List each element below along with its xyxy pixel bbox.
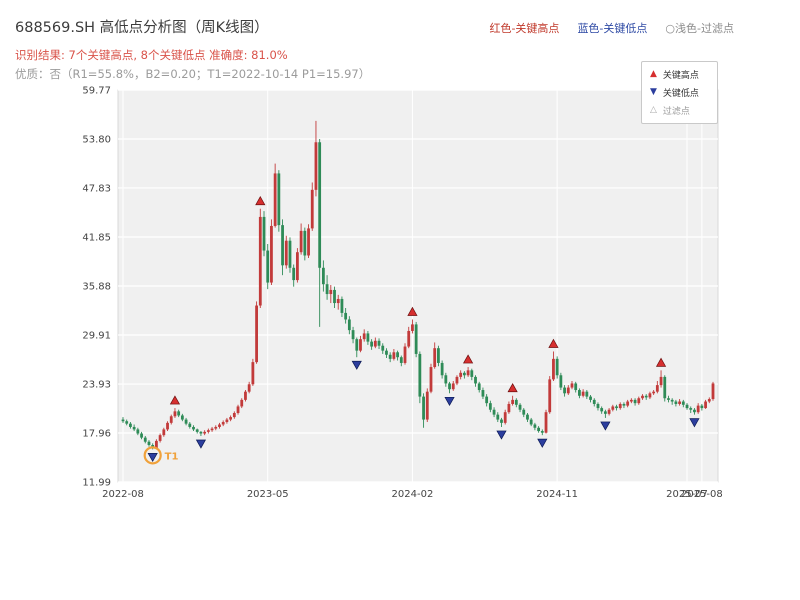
x-axis-labels: 2022-08 2023-05 2024-02 2024-11 2025-072025-… (102, 489, 723, 500)
key-low-marker (195, 439, 207, 449)
key-low-marker (496, 430, 507, 440)
candles-layer (121, 120, 715, 450)
triangle-down-icon: ▼ (650, 87, 657, 97)
key-low-marker (600, 421, 611, 431)
legend-label-key-high: 关键高点 (662, 71, 699, 81)
top-legend-key-low: 蓝色-关键低点 (577, 22, 648, 35)
key-high-marker (462, 354, 474, 364)
svg-text:47.83: 47.83 (82, 183, 111, 194)
key-low-marker (351, 360, 362, 370)
svg-text:2025-07: 2025-07 (666, 489, 708, 500)
svg-text:23.93: 23.93 (82, 380, 111, 391)
legend-item-key-high: ▲ 关键高点 (650, 68, 709, 82)
legend-label-filtered: 过滤点 (662, 107, 690, 117)
top-legend-key-high: 红色-关键高点 (489, 22, 560, 35)
recognition-result-line: 识别结果: 7个关键高点, 8个关键低点 准确度: 81.0% (15, 48, 288, 62)
y-axis-labels: 59.77 53.80 47.83 41.85 35.88 29.91 23.93 17.96… (82, 86, 111, 489)
svg-text:2024-02: 2024-02 (392, 489, 434, 500)
legend-item-filtered: △ 过滤点 (650, 104, 709, 118)
key-low-marker (689, 418, 700, 428)
key-high-marker (655, 357, 667, 367)
key-low-marker (147, 452, 158, 463)
key-low-marker (537, 438, 548, 448)
svg-text:2023-05: 2023-05 (247, 489, 289, 500)
svg-text:2022-08: 2022-08 (102, 489, 144, 500)
chart-legend-box: ▲ 关键高点 ▼ 关键低点 △ 过滤点 (641, 61, 718, 124)
top-legend-filtered: ○浅色-过滤点 (665, 22, 734, 35)
key-low-marker (444, 396, 455, 407)
triangle-hollow-icon: △ (650, 105, 657, 115)
svg-text:2024-11: 2024-11 (536, 489, 578, 500)
top-legend: 红色-关键高点 蓝色-关键低点 ○浅色-过滤点 (489, 20, 734, 36)
key-high-marker (169, 395, 181, 405)
quality-line: 优质：否（R1=55.8%，B2=0.20；T1=2022-10-14 P1=1… (15, 67, 371, 81)
svg-text:41.85: 41.85 (82, 233, 111, 244)
svg-text:35.88: 35.88 (82, 282, 111, 293)
svg-text:11.99: 11.99 (82, 478, 111, 489)
t1-highlight-circle (143, 446, 162, 465)
key-high-markers (169, 196, 667, 405)
key-high-marker (255, 196, 266, 206)
key-low-markers (147, 360, 700, 463)
triangle-up-icon: ▲ (650, 69, 657, 79)
key-high-marker (507, 383, 518, 393)
key-high-marker (407, 306, 418, 316)
legend-label-key-low: 关键低点 (662, 89, 699, 99)
t1-label: T1 (165, 451, 179, 462)
key-high-marker (548, 338, 559, 348)
svg-text:53.80: 53.80 (82, 134, 111, 145)
legend-item-key-low: ▼ 关键低点 (650, 86, 709, 100)
gridlines (118, 89, 718, 483)
svg-text:29.91: 29.91 (82, 330, 111, 341)
svg-text:59.77: 59.77 (82, 86, 111, 97)
page-title: 688569.SH 高低点分析图（周K线图） (15, 20, 269, 36)
svg-text:2025-08: 2025-08 (681, 489, 723, 500)
svg-text:17.96: 17.96 (82, 429, 111, 440)
